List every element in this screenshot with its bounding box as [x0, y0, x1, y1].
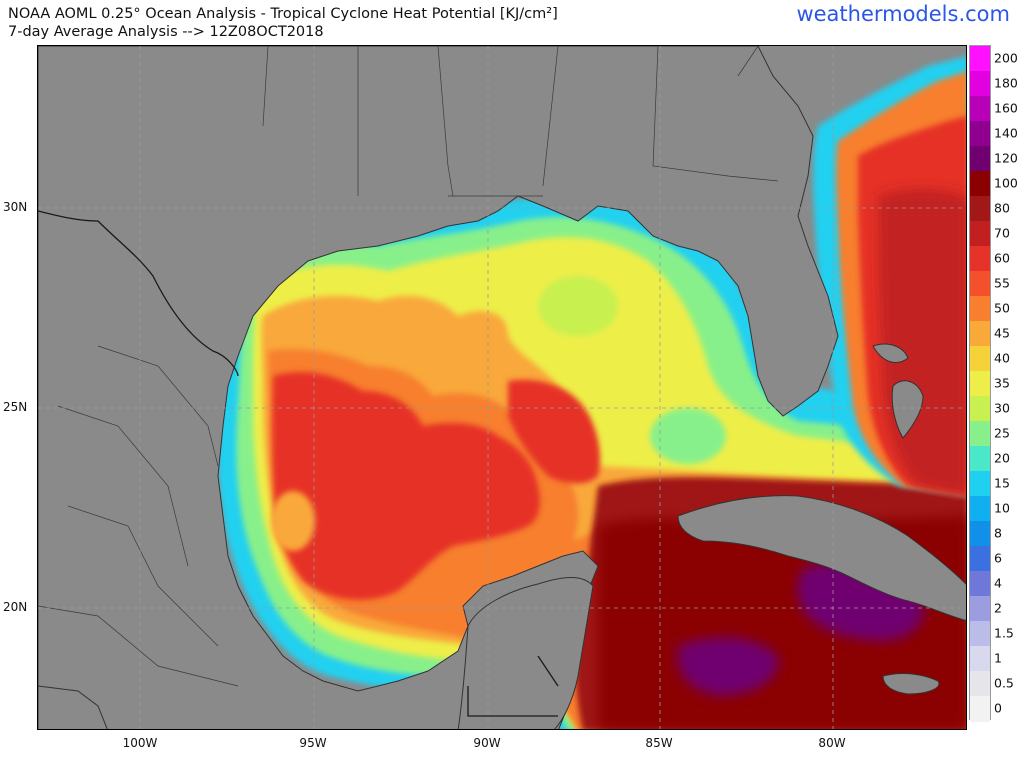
colorbar-segment — [970, 496, 990, 522]
colorbar-segment — [970, 296, 990, 322]
colorbar-segment — [970, 346, 990, 372]
map-subtitle: 7-day Average Analysis --> 12Z08OCT2018 — [8, 24, 324, 40]
colorbar-tick-label: 40 — [994, 350, 1010, 365]
lon-label-95w: 95W — [299, 736, 327, 750]
colorbar-segment — [970, 71, 990, 97]
colorbar-segment — [970, 696, 990, 722]
colorbar-segment — [970, 321, 990, 347]
colorbar-segment — [970, 396, 990, 422]
colorbar-segment — [970, 221, 990, 247]
colorbar-tick-label: 160 — [994, 100, 1018, 115]
colorbar-tick-label: 45 — [994, 325, 1010, 340]
colorbar-segment — [970, 46, 990, 72]
colorbar-segment — [970, 371, 990, 397]
lon-label-80w: 80W — [818, 736, 846, 750]
colorbar-segment — [970, 146, 990, 172]
colorbar-tick-label: 60 — [994, 250, 1010, 265]
brand-link[interactable]: weathermodels.com — [796, 2, 1010, 26]
colorbar-tick-label: 100 — [994, 175, 1018, 190]
landmasses — [38, 46, 966, 729]
ocean-field — [218, 56, 966, 729]
map-title: NOAA AOML 0.25° Ocean Analysis - Tropica… — [8, 6, 558, 22]
country-borders — [38, 210, 559, 717]
colorbar-segment — [970, 646, 990, 672]
colorbar-tick-label: 10 — [994, 500, 1010, 515]
colorbar-tick-label: 1 — [994, 650, 1002, 665]
colorbar — [969, 45, 991, 722]
colorbar-tick-label: 0 — [994, 700, 1002, 715]
colorbar-tick-label: 55 — [994, 275, 1010, 290]
colorbar-segment — [970, 546, 990, 572]
colorbar-segment — [970, 446, 990, 472]
colorbar-segment — [970, 96, 990, 122]
state-borders — [38, 46, 779, 687]
colorbar-tick-label: 120 — [994, 150, 1018, 165]
colorbar-segment — [970, 421, 990, 447]
lat-label-30n: 30N — [3, 200, 28, 214]
colorbar-segment — [970, 121, 990, 147]
lon-label-100w: 100W — [122, 736, 158, 750]
colorbar-tick-label: 30 — [994, 400, 1010, 415]
colorbar-tick-label: 50 — [994, 300, 1010, 315]
colorbar-segment — [970, 196, 990, 222]
lon-label-90w: 90W — [473, 736, 501, 750]
colorbar-tick-label: 70 — [994, 225, 1010, 240]
colorbar-tick-label: 200 — [994, 50, 1018, 65]
colorbar-segment — [970, 471, 990, 497]
colorbar-tick-label: 6 — [994, 550, 1002, 565]
lat-label-20n: 20N — [3, 600, 28, 614]
colorbar-segment — [970, 171, 990, 197]
colorbar-tick-label: 2 — [994, 600, 1002, 615]
colorbar-tick-label: 80 — [994, 200, 1010, 215]
colorbar-segment — [970, 271, 990, 297]
heat-potential-map — [38, 46, 966, 729]
colorbar-segment — [970, 671, 990, 697]
lon-label-85w: 85W — [645, 736, 673, 750]
lat-label-25n: 25N — [3, 400, 28, 414]
colorbar-segment — [970, 246, 990, 272]
graticule — [38, 46, 966, 729]
colorbar-tick-label: 180 — [994, 75, 1018, 90]
colorbar-segment — [970, 621, 990, 647]
colorbar-segment — [970, 571, 990, 597]
colorbar-tick-label: 140 — [994, 125, 1018, 140]
colorbar-tick-label: 35 — [994, 375, 1010, 390]
colorbar-tick-label: 15 — [994, 475, 1010, 490]
colorbar-tick-label: 0.5 — [994, 675, 1014, 690]
map-canvas[interactable] — [37, 45, 967, 730]
colorbar-tick-label: 25 — [994, 425, 1010, 440]
colorbar-tick-label: 20 — [994, 450, 1010, 465]
colorbar-tick-label: 1.5 — [994, 625, 1014, 640]
colorbar-segment — [970, 596, 990, 622]
colorbar-tick-label: 4 — [994, 575, 1002, 590]
colorbar-tick-label: 8 — [994, 525, 1002, 540]
colorbar-segment — [970, 521, 990, 547]
